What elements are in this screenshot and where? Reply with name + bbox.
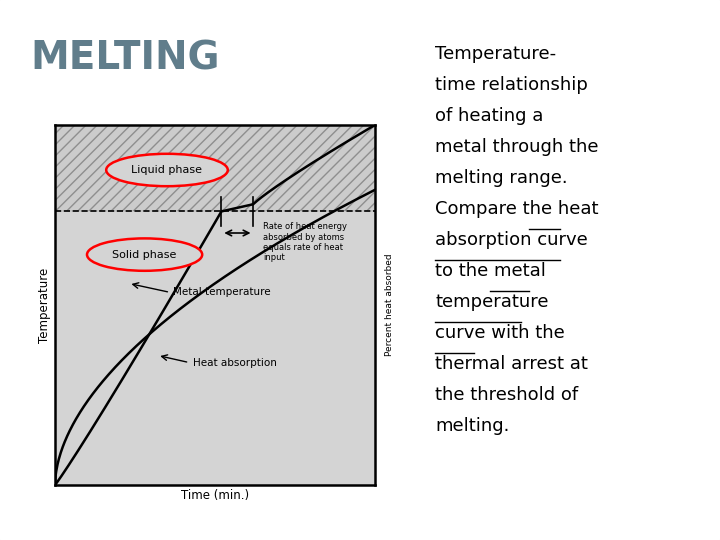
Text: Metal temperature: Metal temperature	[174, 287, 271, 298]
Text: curve with the: curve with the	[435, 324, 564, 342]
Text: Temperature-: Temperature-	[435, 45, 556, 63]
Text: melting range.: melting range.	[435, 169, 567, 187]
Text: MELTING: MELTING	[30, 40, 220, 78]
Text: the threshold of: the threshold of	[435, 386, 578, 404]
Y-axis label: Temperature: Temperature	[38, 267, 51, 342]
Text: temperature: temperature	[435, 293, 549, 311]
Text: melting.: melting.	[435, 417, 509, 435]
Bar	[55, 125, 375, 211]
Text: absorption curve: absorption curve	[435, 231, 588, 249]
Text: Heat absorption: Heat absorption	[192, 357, 276, 368]
Ellipse shape	[87, 238, 202, 271]
Ellipse shape	[107, 154, 228, 186]
Text: time relationship: time relationship	[435, 76, 588, 94]
Text: to the metal: to the metal	[435, 262, 546, 280]
Text: Compare the heat: Compare the heat	[435, 200, 598, 218]
Text: metal through the: metal through the	[435, 138, 598, 156]
Text: Percent heat absorbed: Percent heat absorbed	[384, 254, 394, 356]
Text: Liquid phase: Liquid phase	[132, 165, 202, 175]
Text: of heating a: of heating a	[435, 107, 544, 125]
Text: Rate of heat energy
absorbed by atoms
equals rate of heat
input: Rate of heat energy absorbed by atoms eq…	[263, 222, 347, 262]
X-axis label: Time (min.): Time (min.)	[181, 489, 249, 502]
Text: thermal arrest at: thermal arrest at	[435, 355, 588, 373]
Text: Solid phase: Solid phase	[112, 249, 177, 260]
